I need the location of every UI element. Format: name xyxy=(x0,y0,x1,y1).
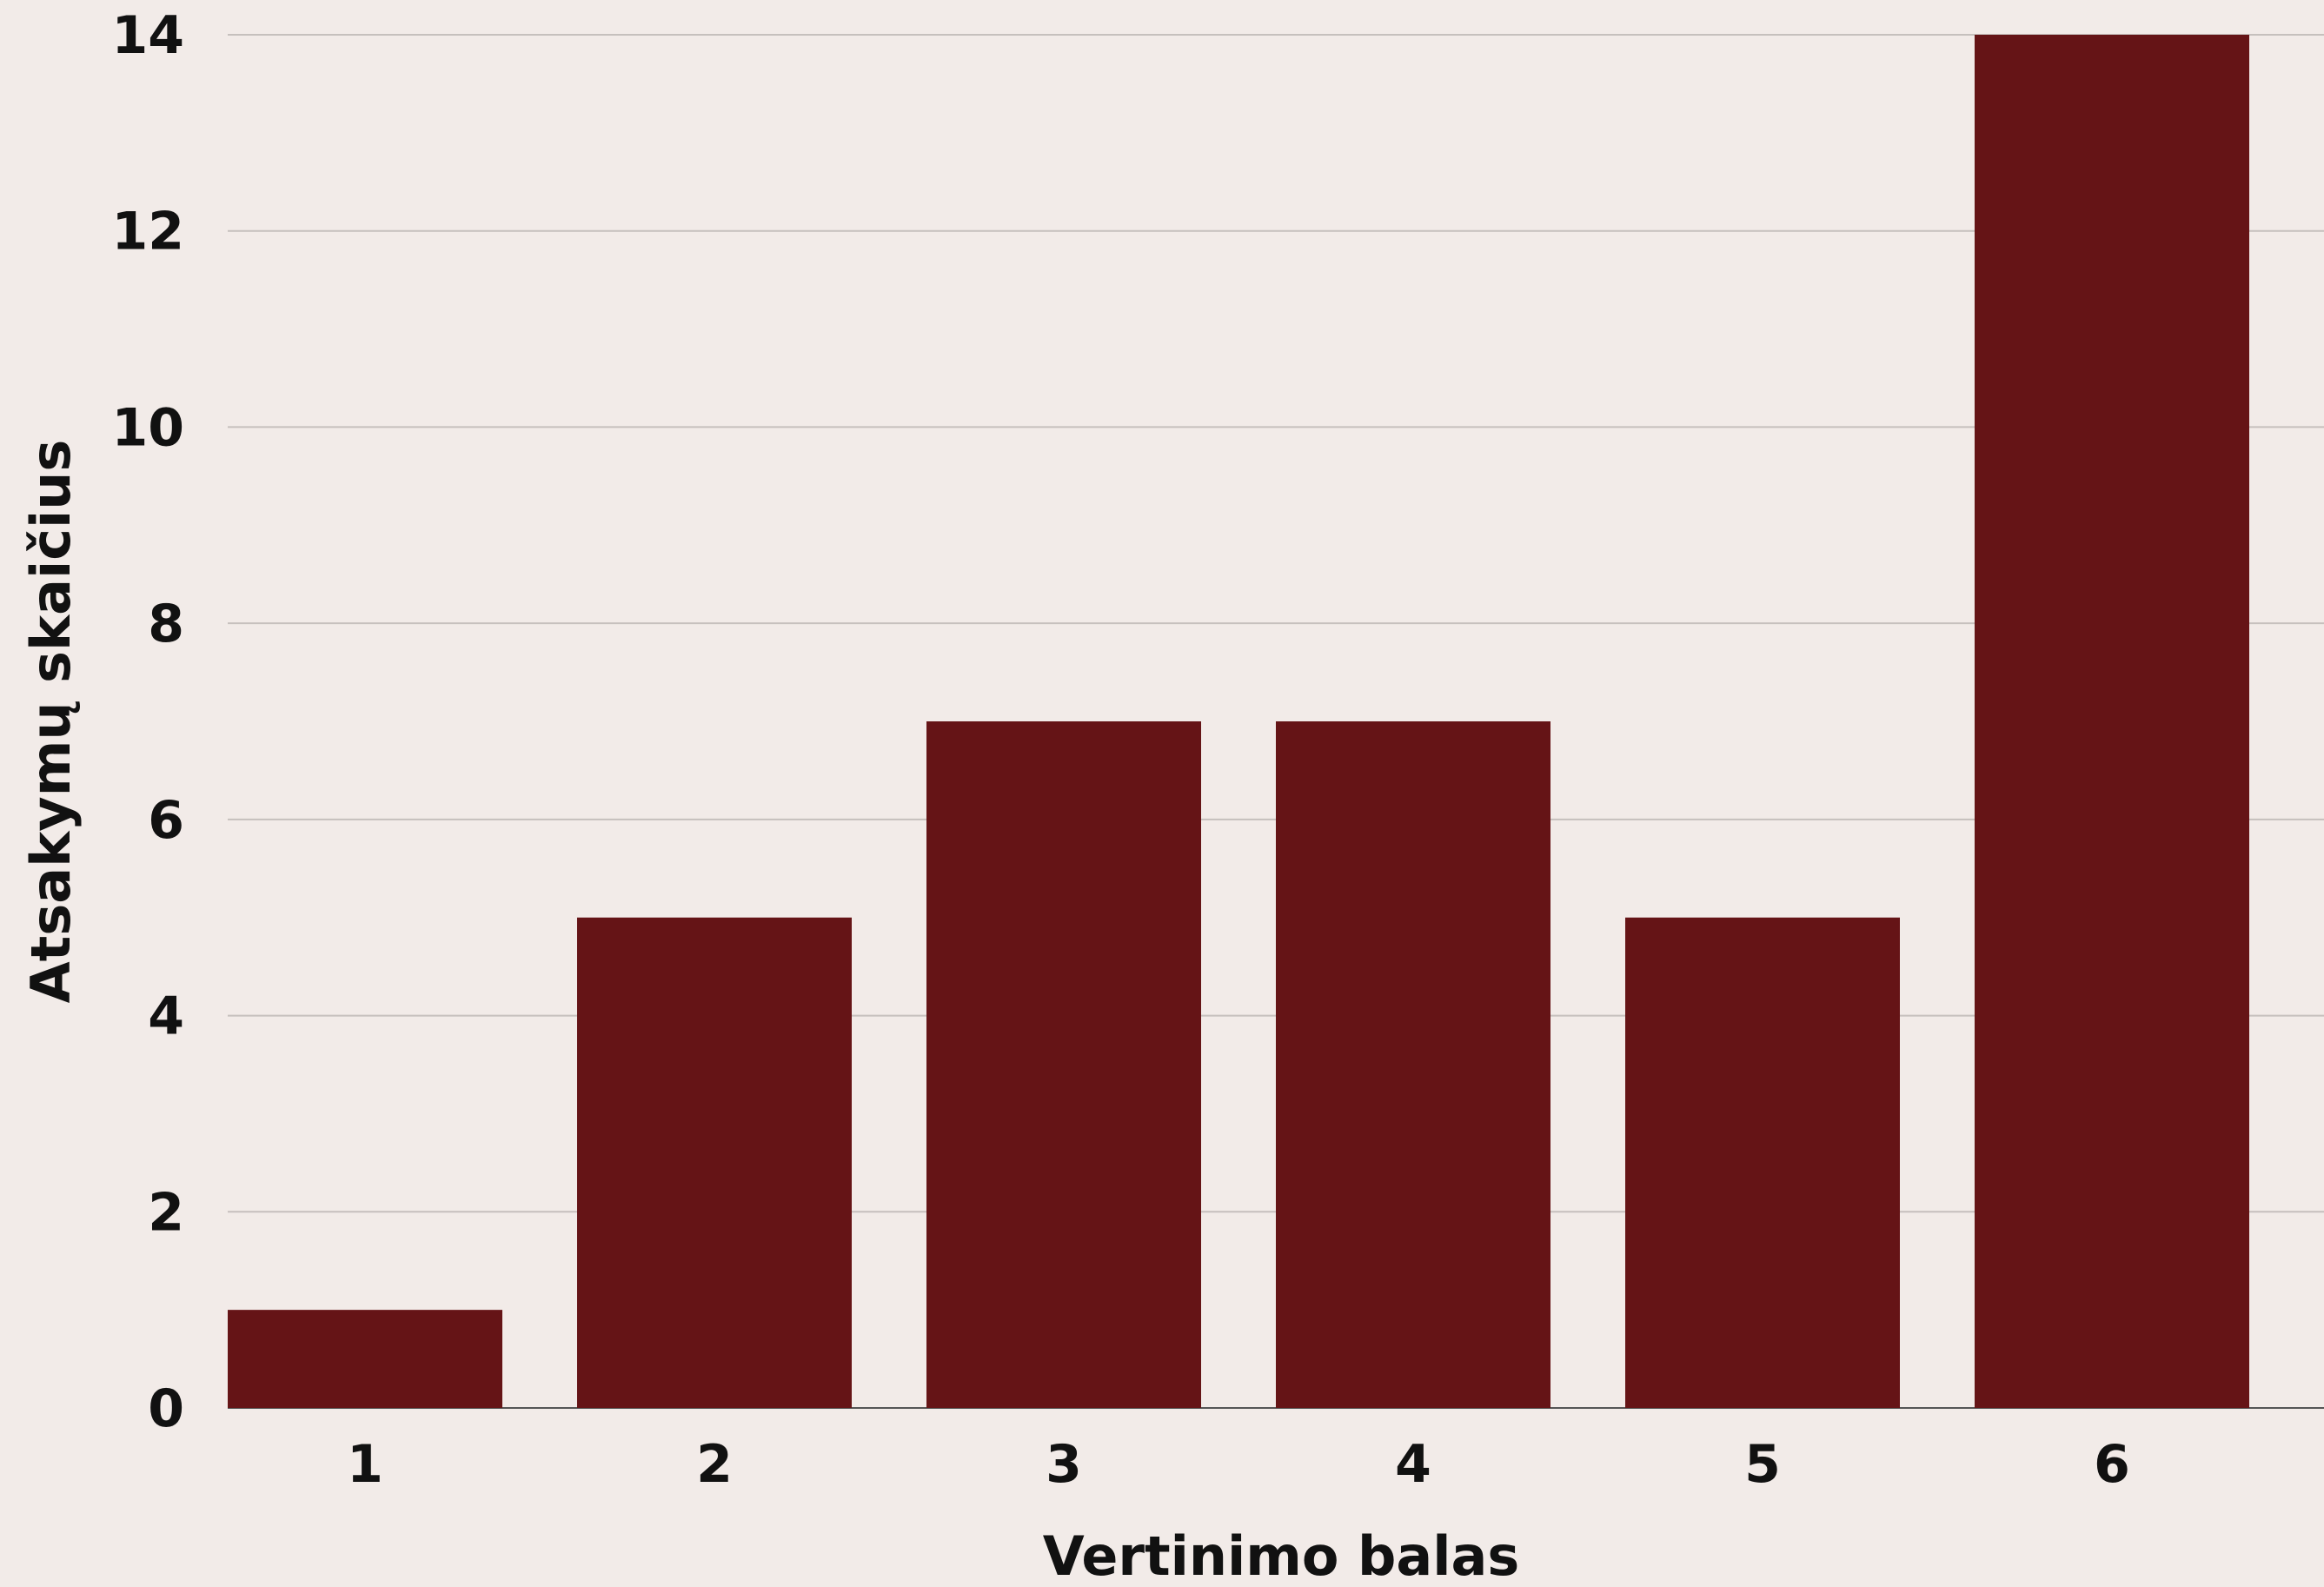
bar-5 xyxy=(1625,918,1900,1408)
bar-1 xyxy=(228,1310,502,1408)
bar-3 xyxy=(926,721,1201,1408)
bar-6 xyxy=(1975,35,2249,1408)
y-tick-label: 12 xyxy=(112,202,185,262)
x-axis-title: Vertinimo balas xyxy=(1043,1524,1520,1587)
y-tick-label: 2 xyxy=(148,1182,184,1243)
x-tick-label: 1 xyxy=(347,1434,383,1495)
y-tick-label: 14 xyxy=(112,5,185,66)
x-tick-label: 4 xyxy=(1395,1434,1431,1495)
y-tick-label: 10 xyxy=(112,397,185,458)
x-tick-label: 6 xyxy=(2094,1434,2130,1495)
bar-2 xyxy=(577,918,852,1408)
x-tick-label: 3 xyxy=(1046,1434,1082,1495)
bar-4 xyxy=(1276,721,1550,1408)
y-tick-label: 0 xyxy=(148,1378,184,1439)
y-axis-title: Atsakymų skaičius xyxy=(19,440,83,1004)
y-tick-label: 8 xyxy=(148,594,184,654)
y-tick-label: 4 xyxy=(148,986,184,1047)
y-tick-label: 6 xyxy=(148,790,184,851)
x-tick-label: 5 xyxy=(1744,1434,1781,1495)
x-tick-label: 2 xyxy=(696,1434,733,1495)
